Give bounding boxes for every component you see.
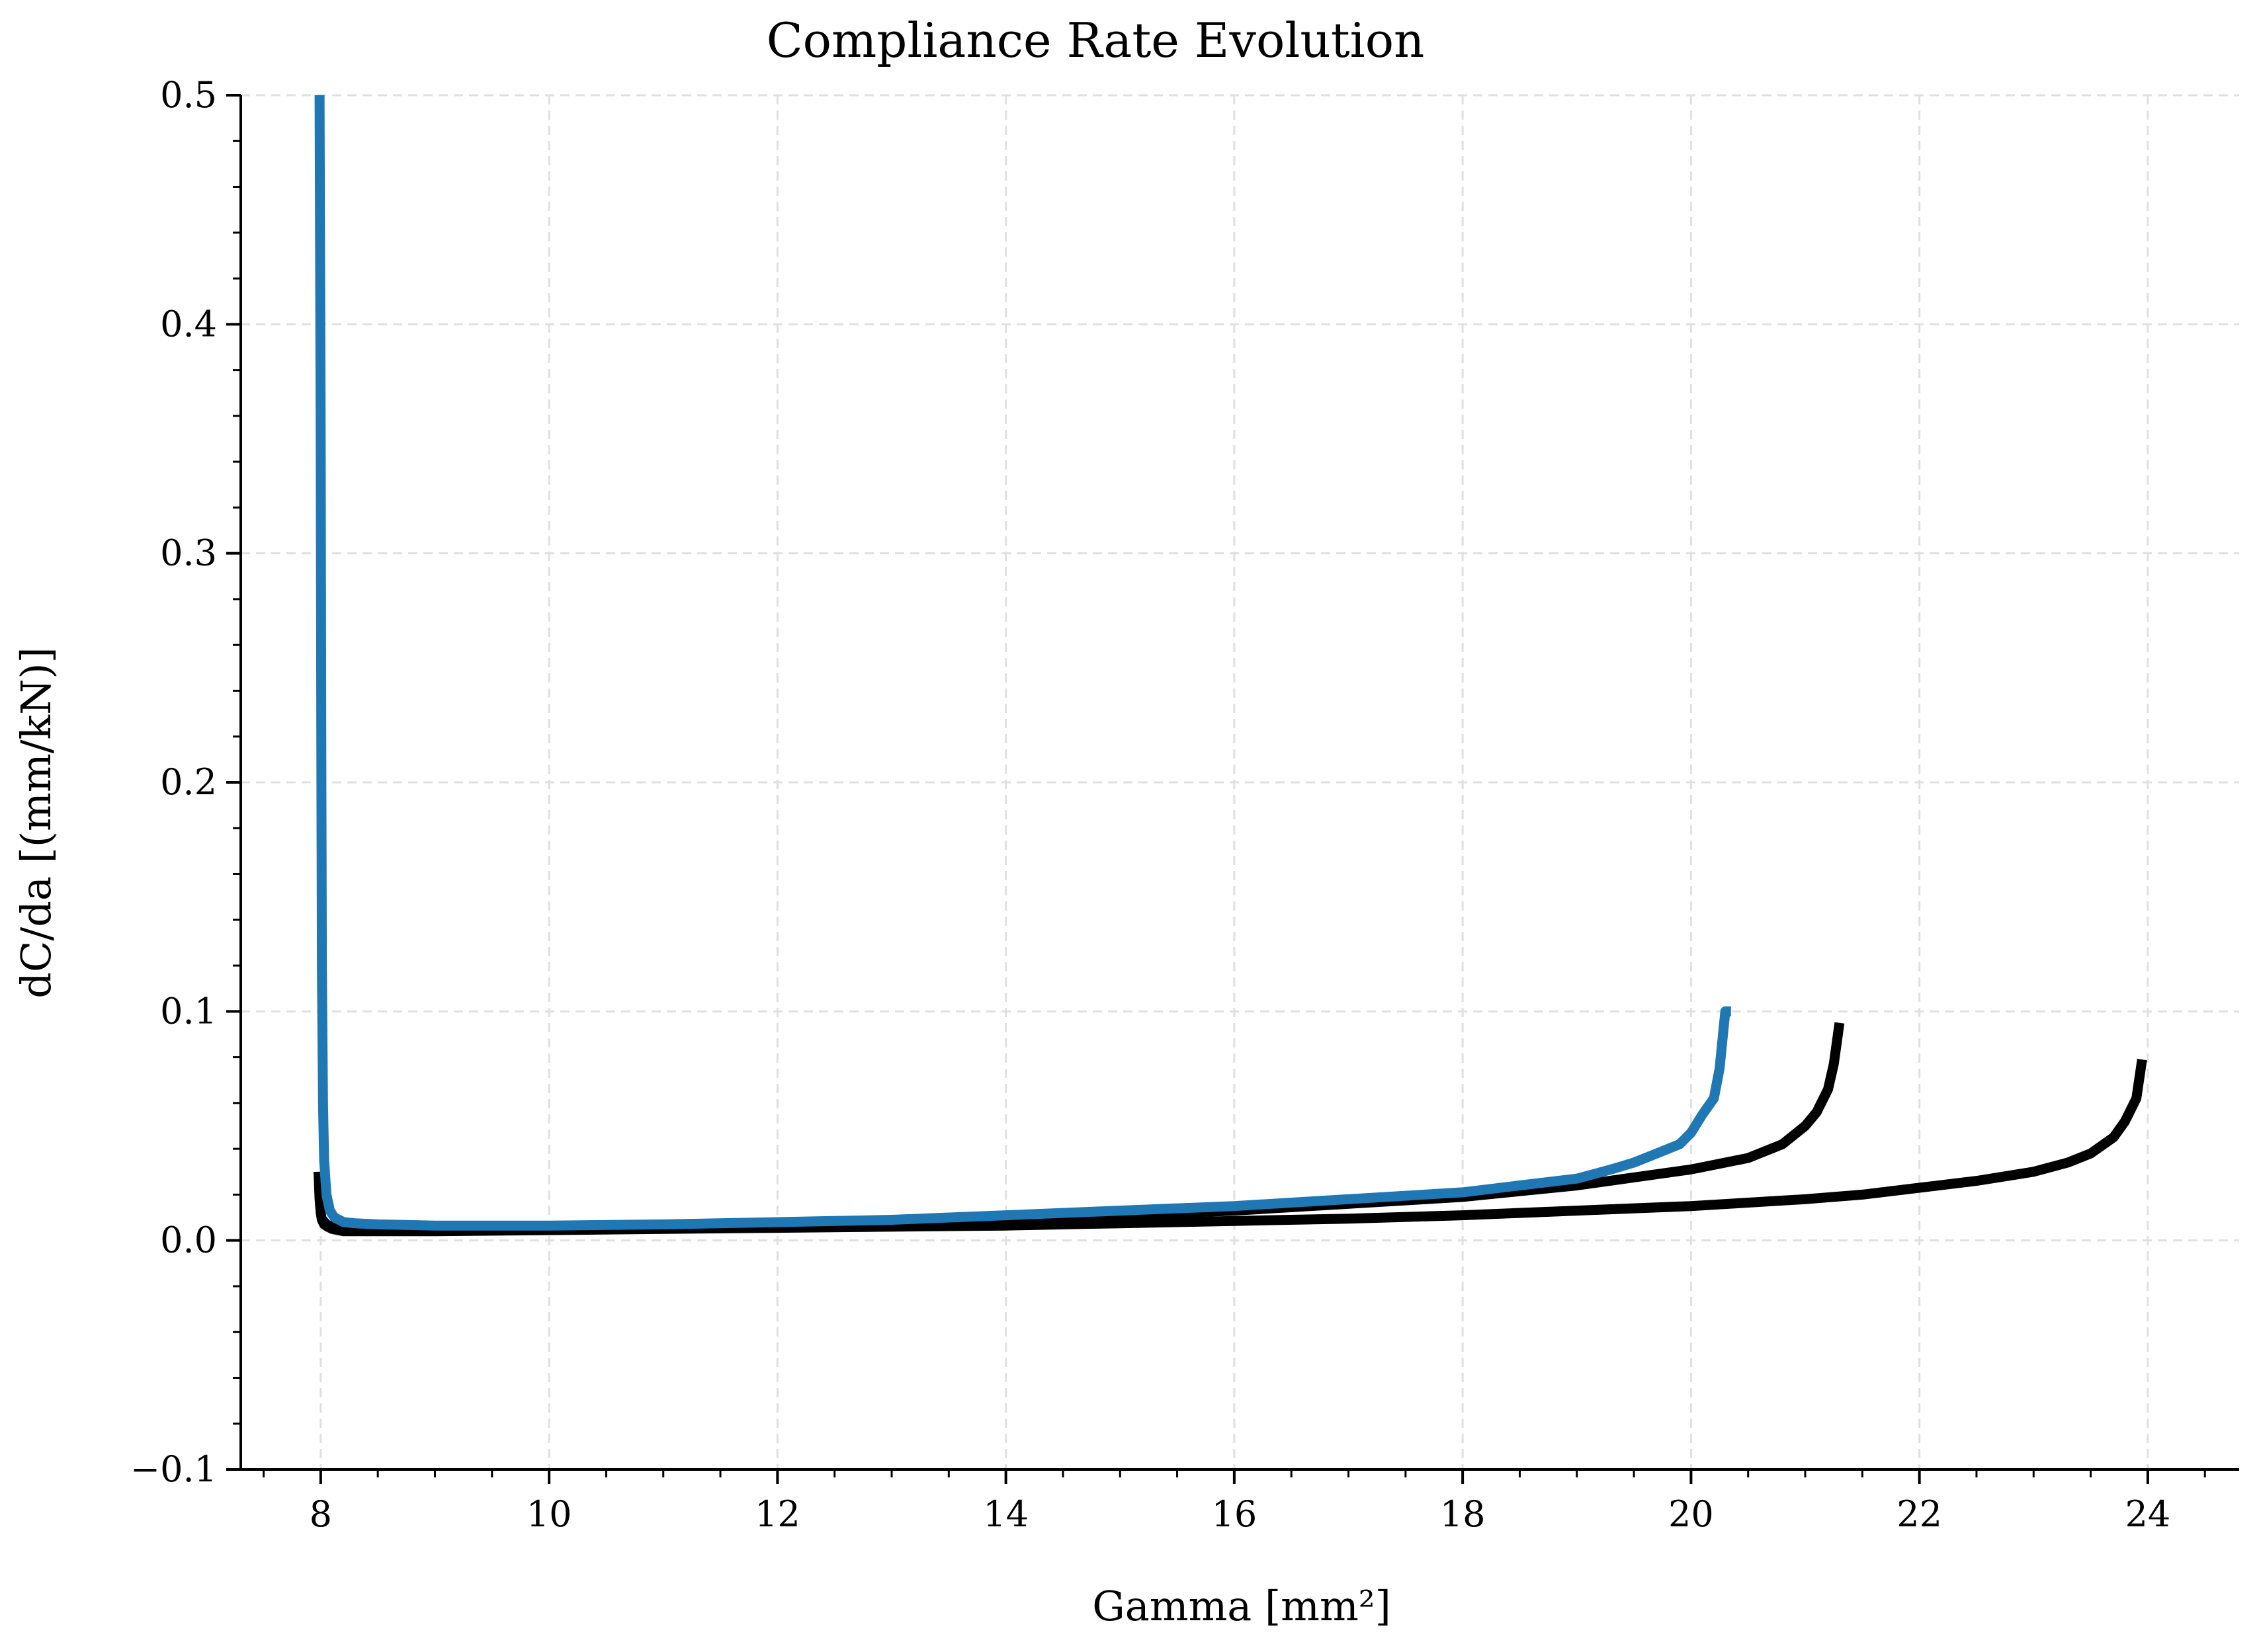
x-tick-label: 10 (527, 1493, 572, 1535)
series-layer (313, 95, 2147, 1237)
series-line-3 (314, 95, 1731, 1231)
y-tick-label: 0.0 (160, 1219, 217, 1261)
x-tick-label: 14 (983, 1493, 1029, 1535)
y-tick-label: 0.2 (160, 761, 217, 803)
y-tick-label: 0.5 (160, 74, 217, 116)
x-axis-label: Gamma [mm²] (1092, 1582, 1391, 1630)
y-tick-label: 0.4 (160, 303, 217, 345)
axes-layer: 8 10 12 14 16 18 20 22 24 −0.1 0.0 0.1 0.2 0.3 0.4 0.5 (130, 74, 2239, 1535)
x-tick-label: 22 (1897, 1493, 1942, 1535)
x-tick-label: 24 (2125, 1493, 2171, 1535)
y-tick-label: 0.3 (160, 532, 217, 574)
grid-layer (241, 94, 2239, 1471)
chart-title: Compliance Rate Evolution (767, 13, 1425, 68)
x-tick-label: 18 (1440, 1493, 1486, 1535)
x-tick-label: 8 (310, 1493, 332, 1535)
y-tick-label: −0.1 (130, 1448, 217, 1490)
y-tick-label: 0.1 (160, 990, 217, 1032)
x-tick-label: 16 (1212, 1493, 1257, 1535)
y-axis-label: dC/da [(mm/kN)] (12, 647, 60, 998)
x-tick-label: 20 (1668, 1493, 1714, 1535)
labels-layer: Compliance Rate Evolution Gamma [mm²] dC… (12, 13, 1424, 1630)
x-tick-label: 12 (755, 1493, 800, 1535)
